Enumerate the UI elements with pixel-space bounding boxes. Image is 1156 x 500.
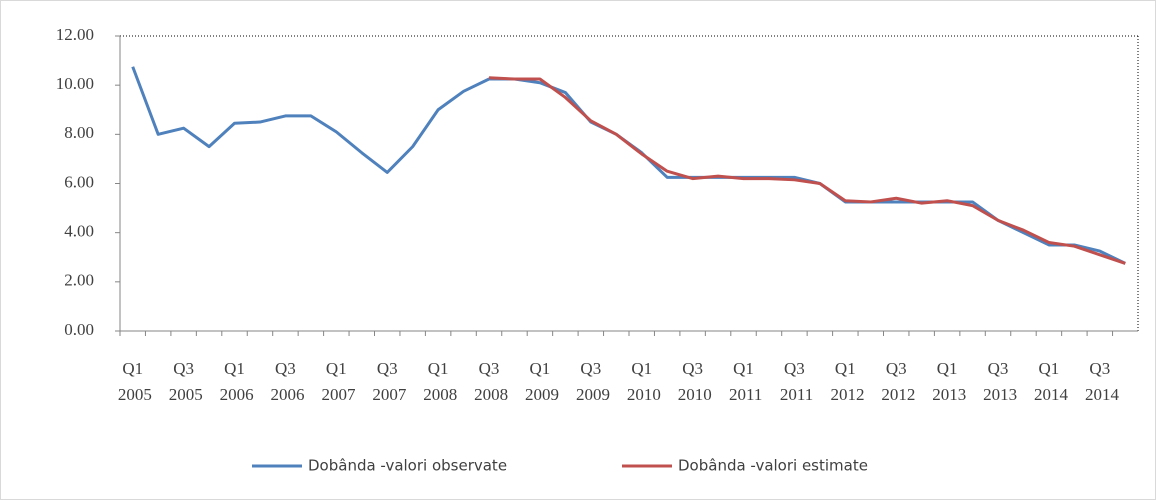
- legend: Dobânda -valori observate Dobânda -valori…: [252, 457, 868, 475]
- x-tick-label: Q1 2011: [725, 359, 763, 404]
- x-tick-label: Q1 2013: [928, 359, 966, 404]
- x-tick-label: Q3 2007: [368, 359, 407, 404]
- x-tick-label: Q1 2005: [114, 359, 152, 404]
- y-tick-label: 12.00: [56, 25, 94, 44]
- x-tick-label: Q1 2007: [317, 359, 356, 404]
- x-tick-label: Q3 2010: [674, 359, 712, 404]
- legend-label: Dobânda -valori observate: [308, 457, 507, 475]
- y-tick-label: 2.00: [64, 271, 94, 290]
- x-tick-label: Q1 2014: [1030, 359, 1069, 404]
- x-tick-label: Q3 2008: [470, 359, 508, 404]
- x-tick-label: Q3 2012: [877, 359, 915, 404]
- y-tick-label: 4.00: [64, 222, 94, 241]
- legend-label: Dobânda -valori estimate: [678, 457, 868, 475]
- x-tick-label: Q1 2012: [826, 359, 864, 404]
- y-tick-label: 6.00: [64, 172, 94, 191]
- x-tick-label: Q1 2008: [419, 359, 457, 404]
- series-line: [488, 76, 1126, 265]
- x-tick-label: Q3 2014: [1081, 359, 1120, 404]
- y-tick-label: 8.00: [64, 123, 94, 142]
- y-tick-label: 0.00: [64, 320, 94, 339]
- x-tick-label: Q3 2011: [776, 359, 814, 404]
- y-tick-label: 10.00: [56, 74, 94, 93]
- x-tick-label: Q1 2010: [623, 359, 661, 404]
- x-tick-label: Q3 2009: [572, 359, 610, 404]
- x-tick-label: Q3 2005: [165, 359, 203, 404]
- x-tick-label: Q1 2006: [215, 359, 253, 404]
- x-tick-label: Q3 2006: [266, 359, 304, 404]
- x-tick-label: Q1 2009: [521, 359, 559, 404]
- x-tick-label: Q3 2013: [979, 359, 1017, 404]
